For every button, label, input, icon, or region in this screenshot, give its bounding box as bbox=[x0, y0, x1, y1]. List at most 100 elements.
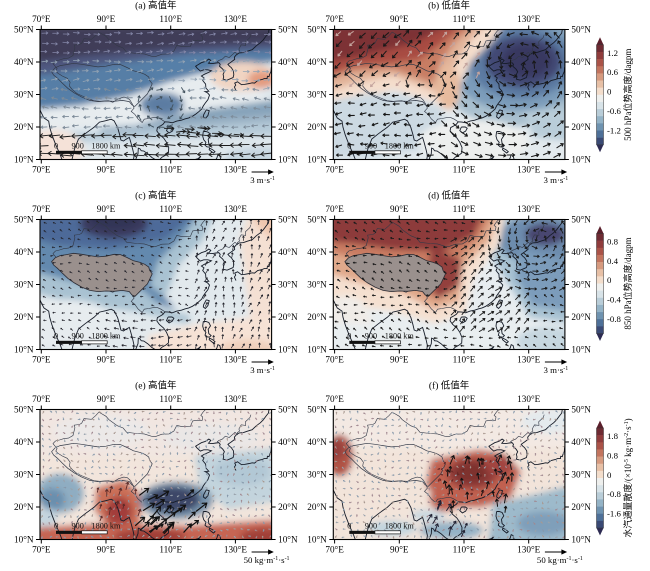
svg-text:0: 0 bbox=[347, 141, 351, 150]
svg-text:900: 900 bbox=[365, 331, 377, 340]
svg-text:50°N: 50°N bbox=[307, 215, 327, 225]
svg-text:70°E: 70°E bbox=[325, 545, 344, 555]
svg-text:110°E: 110°E bbox=[159, 165, 182, 175]
svg-text:40°N: 40°N bbox=[307, 57, 327, 67]
svg-text:10°N: 10°N bbox=[14, 155, 34, 165]
svg-text:(d) 低值年: (d) 低值年 bbox=[428, 189, 470, 201]
svg-text:40°N: 40°N bbox=[571, 247, 591, 257]
svg-text:30°N: 30°N bbox=[307, 280, 327, 290]
svg-text:110°E: 110°E bbox=[453, 204, 476, 214]
svg-text:(b) 低值年: (b) 低值年 bbox=[428, 0, 470, 11]
svg-text:900: 900 bbox=[72, 521, 84, 530]
svg-text:40°N: 40°N bbox=[278, 57, 298, 67]
svg-text:20°N: 20°N bbox=[14, 312, 34, 322]
svg-text:30°N: 30°N bbox=[571, 90, 591, 100]
svg-text:10°N: 10°N bbox=[278, 345, 298, 355]
svg-text:90°E: 90°E bbox=[97, 355, 116, 365]
svg-text:50°N: 50°N bbox=[14, 25, 34, 35]
svg-text:-0.8: -0.8 bbox=[607, 314, 622, 324]
svg-text:(c) 高值年: (c) 高值年 bbox=[135, 189, 177, 201]
svg-text:0: 0 bbox=[54, 141, 58, 150]
svg-text:0.8: 0.8 bbox=[607, 450, 619, 460]
svg-text:50°N: 50°N bbox=[278, 215, 298, 225]
svg-text:10°N: 10°N bbox=[278, 155, 298, 165]
svg-text:70°E: 70°E bbox=[325, 14, 344, 24]
svg-text:水汽通量散度/(×10-5 kg·m-2·s-1): 水汽通量散度/(×10-5 kg·m-2·s-1) bbox=[622, 418, 633, 537]
svg-text:90°E: 90°E bbox=[390, 355, 409, 365]
svg-text:1800 km: 1800 km bbox=[385, 141, 415, 150]
svg-text:50°N: 50°N bbox=[307, 405, 327, 415]
svg-text:40°N: 40°N bbox=[14, 247, 34, 257]
svg-text:70°E: 70°E bbox=[32, 545, 51, 555]
svg-text:30°N: 30°N bbox=[307, 470, 327, 480]
svg-text:50°N: 50°N bbox=[307, 25, 327, 35]
svg-text:90°E: 90°E bbox=[390, 204, 409, 214]
svg-text:20°N: 20°N bbox=[278, 502, 298, 512]
svg-text:900: 900 bbox=[72, 141, 84, 150]
svg-text:10°N: 10°N bbox=[307, 155, 327, 165]
svg-text:850 hPa位势高度/dagpm: 850 hPa位势高度/dagpm bbox=[622, 237, 633, 329]
svg-text:50°N: 50°N bbox=[571, 215, 591, 225]
svg-text:0.6: 0.6 bbox=[607, 67, 619, 77]
svg-text:30°N: 30°N bbox=[278, 280, 298, 290]
svg-text:130°E: 130°E bbox=[224, 394, 247, 404]
svg-text:70°E: 70°E bbox=[32, 355, 51, 365]
svg-text:10°N: 10°N bbox=[278, 535, 298, 545]
svg-text:40°N: 40°N bbox=[571, 437, 591, 447]
svg-text:30°N: 30°N bbox=[278, 90, 298, 100]
svg-text:90°E: 90°E bbox=[390, 394, 409, 404]
svg-text:30°N: 30°N bbox=[307, 90, 327, 100]
svg-text:(f) 低值年: (f) 低值年 bbox=[429, 379, 470, 391]
svg-text:110°E: 110°E bbox=[453, 14, 476, 24]
svg-text:130°E: 130°E bbox=[224, 204, 247, 214]
svg-text:110°E: 110°E bbox=[159, 204, 182, 214]
svg-text:50°N: 50°N bbox=[278, 405, 298, 415]
svg-text:70°E: 70°E bbox=[325, 355, 344, 365]
svg-text:(a) 高值年: (a) 高值年 bbox=[135, 0, 177, 11]
svg-text:20°N: 20°N bbox=[278, 312, 298, 322]
svg-text:20°N: 20°N bbox=[14, 502, 34, 512]
svg-text:50°N: 50°N bbox=[14, 215, 34, 225]
svg-text:20°N: 20°N bbox=[571, 312, 591, 322]
svg-text:110°E: 110°E bbox=[453, 394, 476, 404]
svg-text:30°N: 30°N bbox=[14, 470, 34, 480]
svg-text:10°N: 10°N bbox=[14, 345, 34, 355]
svg-text:0: 0 bbox=[347, 521, 351, 530]
svg-text:40°N: 40°N bbox=[307, 247, 327, 257]
svg-text:90°E: 90°E bbox=[390, 165, 409, 175]
svg-text:(e) 高值年: (e) 高值年 bbox=[135, 379, 177, 391]
svg-text:-1.6: -1.6 bbox=[607, 509, 622, 519]
svg-text:10°N: 10°N bbox=[14, 535, 34, 545]
svg-text:3 m·s-1: 3 m·s-1 bbox=[250, 365, 275, 375]
svg-text:1.2: 1.2 bbox=[607, 48, 618, 58]
svg-text:10°N: 10°N bbox=[571, 345, 591, 355]
svg-text:110°E: 110°E bbox=[159, 545, 182, 555]
svg-text:40°N: 40°N bbox=[278, 247, 298, 257]
svg-text:0.8: 0.8 bbox=[607, 237, 619, 247]
svg-text:90°E: 90°E bbox=[390, 545, 409, 555]
svg-text:70°E: 70°E bbox=[32, 14, 51, 24]
svg-text:3 m·s-1: 3 m·s-1 bbox=[544, 365, 569, 375]
svg-text:130°E: 130°E bbox=[517, 394, 540, 404]
svg-text:10°N: 10°N bbox=[307, 535, 327, 545]
svg-text:30°N: 30°N bbox=[14, 280, 34, 290]
svg-text:900: 900 bbox=[365, 521, 377, 530]
svg-text:70°E: 70°E bbox=[32, 204, 51, 214]
svg-text:-0.4: -0.4 bbox=[607, 295, 622, 305]
svg-text:110°E: 110°E bbox=[453, 545, 476, 555]
svg-text:-0.6: -0.6 bbox=[607, 106, 622, 116]
svg-text:40°N: 40°N bbox=[14, 57, 34, 67]
svg-text:50 kg·m-1·s-1: 50 kg·m-1·s-1 bbox=[244, 555, 290, 565]
svg-text:30°N: 30°N bbox=[278, 470, 298, 480]
svg-text:130°E: 130°E bbox=[224, 14, 247, 24]
svg-text:70°E: 70°E bbox=[325, 204, 344, 214]
svg-text:20°N: 20°N bbox=[307, 312, 327, 322]
svg-text:40°N: 40°N bbox=[14, 437, 34, 447]
svg-text:90°E: 90°E bbox=[390, 14, 409, 24]
svg-text:110°E: 110°E bbox=[159, 394, 182, 404]
svg-text:50°N: 50°N bbox=[571, 25, 591, 35]
svg-text:40°N: 40°N bbox=[278, 437, 298, 447]
svg-text:50°N: 50°N bbox=[571, 405, 591, 415]
svg-text:70°E: 70°E bbox=[32, 165, 51, 175]
svg-text:10°N: 10°N bbox=[571, 535, 591, 545]
